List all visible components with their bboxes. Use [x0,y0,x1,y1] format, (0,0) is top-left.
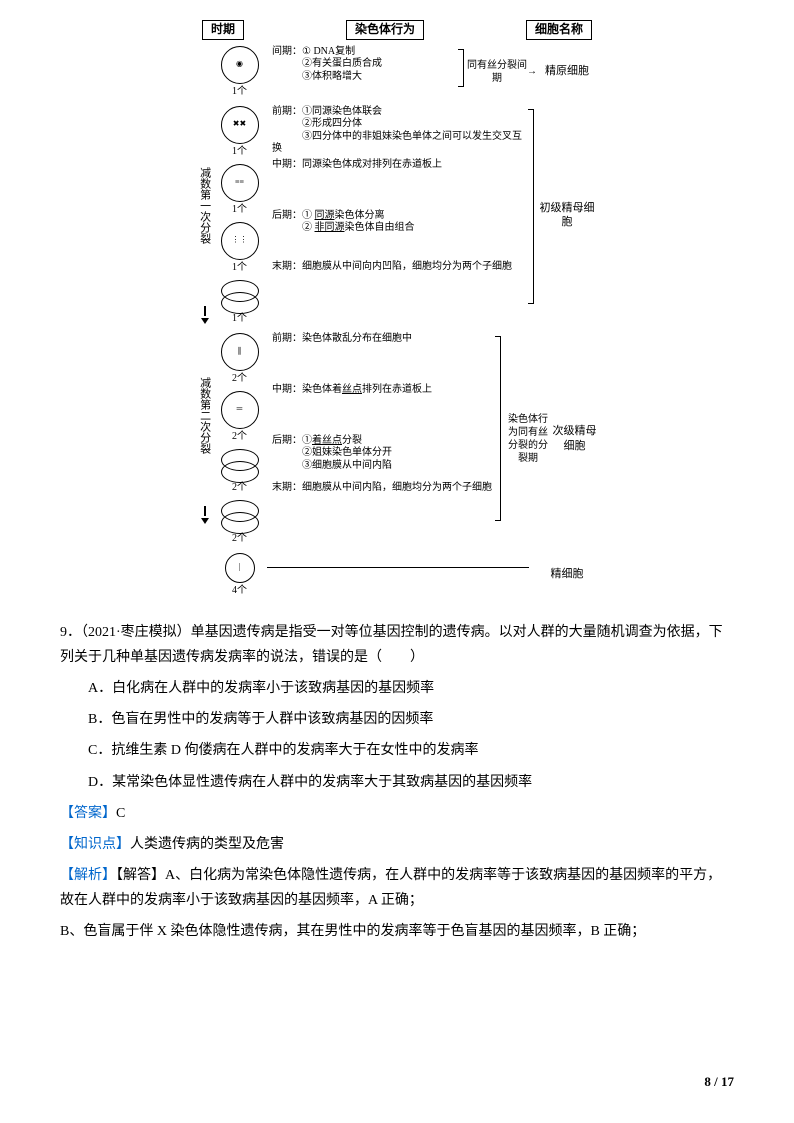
meiosis-diagram: 时期 染色体行为 细胞名称 减数第一次分裂 减数第二次分裂 ◉ 1个 间期： [197,20,597,605]
behavior-text: 丝点 [342,384,362,395]
meiosis2-section: ∥ 2个 ═ 2个 2个 2个 前期：染色体散乱分布在细胞中 [212,333,597,545]
interphase-section: ◉ 1个 间期：① DNA复制 ②有关蛋白质合成 ③体积略增大 同有丝分裂间期 … [212,46,597,98]
analysis-line: 【解析】【解答】A、白化病为常染色体隐性遗传病，在人群中的发病率等于该致病基因的… [60,863,734,913]
phase-label: 末期： [272,482,302,495]
page-total: 17 [721,1074,734,1089]
behavior-text: ②形成四分体 [302,118,362,129]
cell-icon: | [225,553,255,583]
bracket-note: 染色体行为同有丝分裂的分裂期 [504,413,552,465]
diagram-body: 减数第一次分裂 减数第二次分裂 ◉ 1个 间期：① DNA复制 ②有关蛋白质合成… [197,46,597,605]
meiosis1-section: ✖✖ 1个 ≡≡ 1个 ⋮⋮ 1个 1个 前期：①同源染色体联会 ②形成四分体 [212,106,597,325]
behavior-text: 同源 [315,210,335,221]
cell-name: 初级精母细胞 [537,201,597,230]
behavior-text: ③体积略增大 [302,71,362,82]
answer-value: C [116,806,125,821]
analysis-b-line: B、色盲属于伴 X 染色体隐性遗传病，其在男性中的发病率等于色盲基因的基因频率，… [60,919,734,944]
phase-label: 后期： [272,435,302,448]
page-sep: / [711,1074,721,1089]
cell-icon: ═ [221,391,259,429]
behavior-text: ②姐妹染色单体分开 [302,447,392,458]
cell-icon: ◉ [221,46,259,84]
behavior-text: 同源染色体成对排列在赤道板上 [302,159,442,170]
option-b: B．色盲在男性中的发病等于人群中该致病基因的因频率 [60,707,734,732]
behavior-text: ③四分体中的非姐妹染色单体之间可以发生交叉互换 [272,131,522,155]
cell-icon: ✖✖ [221,106,259,144]
cell-name: 精细胞 [551,567,584,581]
header-period: 时期 [202,20,244,40]
final-section: | 4个 精细胞 [212,553,597,597]
analysis-label: 【解析】 [60,868,116,883]
phase-label: 末期： [272,261,302,274]
cell-count: 1个 [232,145,247,158]
cell-count: 2个 [232,372,247,385]
analysis-label2: 【解答】 [116,868,165,883]
behavior-text: ③细胞膜从中间内陷 [302,460,392,471]
cell-count: 1个 [232,203,247,216]
cell-count: 1个 [232,261,247,274]
question-stem: 9．（2021·枣庄模拟）单基因遗传病是指受一对等位基因控制的遗传病。以对人群的… [60,620,734,670]
cell-icon [221,500,259,532]
question-source: （2021·枣庄模拟） [81,625,191,640]
behavior-text: 细胞膜从中间内陷，细胞均分为两个子细胞 [302,482,492,493]
cell-icon [221,449,259,481]
behavior-text: 非同源 [315,222,345,233]
phase-label: 中期： [272,159,302,172]
phase-label: 间期： [272,46,302,59]
knowledge-line: 【知识点】人类遗传病的类型及危害 [60,832,734,857]
cell-icon: ⋮⋮ [221,222,259,260]
answer-line: 【答案】C [60,801,734,826]
question-number: 9． [60,625,81,640]
cell-name: 精原细胞 [545,64,589,78]
cell-count: 2个 [232,430,247,443]
phase-label: 前期： [272,333,302,346]
behavior-text: 着丝点 [312,435,342,446]
phase-label: 中期： [272,384,302,397]
option-a: A．白化病在人群中的发病率小于该致病基因的基因频率 [60,676,734,701]
behavior-text: 染色体散乱分布在细胞中 [302,333,412,344]
phase-label: 后期： [272,210,302,223]
phase-arrow-column: 减数第一次分裂 减数第二次分裂 [197,46,212,605]
cell-icon: ≡≡ [221,164,259,202]
diagram-header-row: 时期 染色体行为 细胞名称 [197,20,597,40]
bracket-note: 同有丝分裂间期 [467,59,527,85]
cell-icon: ∥ [221,333,259,371]
cell-count: 4个 [232,584,247,597]
behavior-text: ②有关蛋白质合成 [302,58,382,69]
cell-icon [221,280,259,312]
question-block: 9．（2021·枣庄模拟）单基因遗传病是指受一对等位基因控制的遗传病。以对人群的… [60,620,734,945]
behavior-text: ①同源染色体联会 [302,106,382,117]
answer-label: 【答案】 [60,806,116,821]
page-footer: 8 / 17 [704,1070,734,1093]
option-c: C．抗维生素 D 佝偻病在人群中的发病率大于在女性中的发病率 [60,738,734,763]
phase-label: 前期： [272,106,302,119]
cell-name: 次级精母细胞 [552,424,597,453]
knowledge-label: 【知识点】 [60,837,130,852]
behavior-text: 细胞膜从中间向内凹陷，细胞均分为两个子细胞 [302,261,512,272]
behavior-text: ① DNA复制 [302,46,355,57]
knowledge-value: 人类遗传病的类型及危害 [130,837,284,852]
option-d: D．某常染色体显性遗传病在人群中的发病率大于其致病基因的基因频率 [60,770,734,795]
cell-count: 1个 [232,85,247,98]
header-cellname: 细胞名称 [526,20,592,40]
header-behavior: 染色体行为 [346,20,424,40]
